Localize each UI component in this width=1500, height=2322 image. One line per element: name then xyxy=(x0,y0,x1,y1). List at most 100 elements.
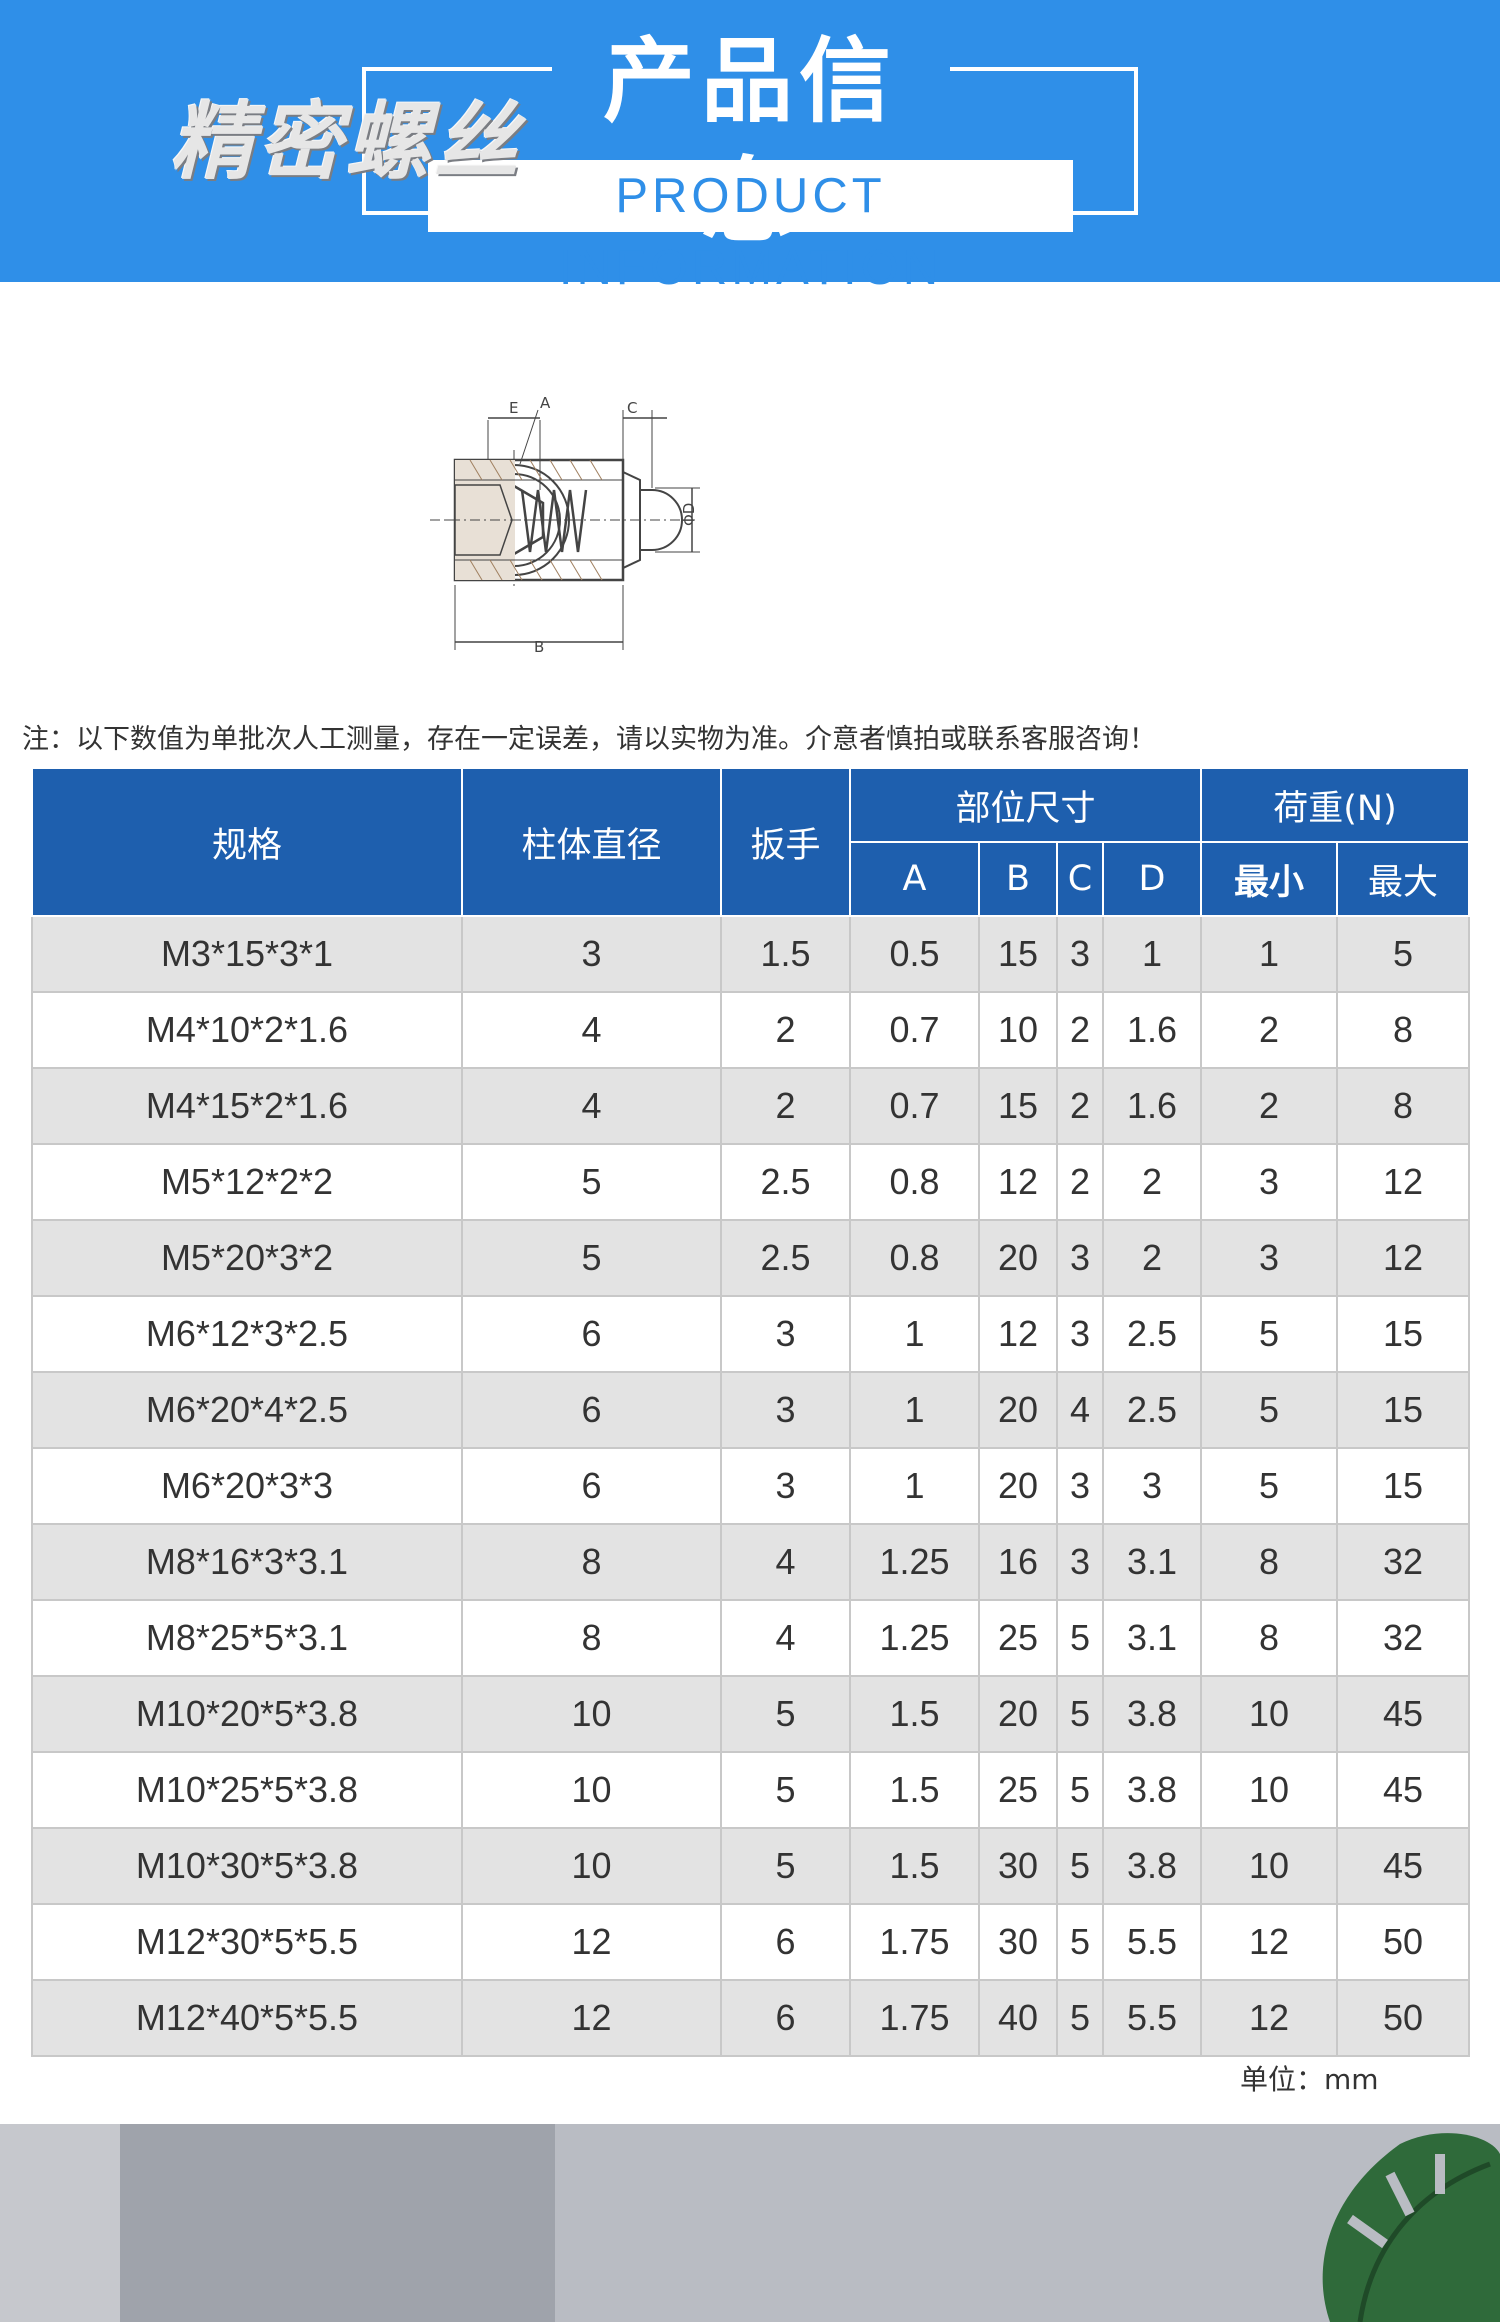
cell-spec: M10*20*5*3.8 xyxy=(31,1675,463,1753)
cell-wrench: 2.5 xyxy=(720,1219,851,1297)
cell-wrench: 4 xyxy=(720,1523,851,1601)
cell-spec: M12*30*5*5.5 xyxy=(31,1903,463,1981)
frame-line-top-left xyxy=(362,67,552,71)
cell-max: 45 xyxy=(1336,1675,1471,1753)
cell-b: 20 xyxy=(978,1371,1058,1449)
cell-min: 5 xyxy=(1200,1371,1339,1449)
cell-b: 25 xyxy=(978,1751,1058,1829)
label-a: A xyxy=(540,394,551,412)
unit-label: 单位：mm xyxy=(1240,2063,1379,2096)
cell-wrench: 3 xyxy=(720,1447,851,1525)
table-row: M3*15*3*1 3 1.5 0.5 15 3 1 1 5 xyxy=(31,915,1471,993)
cell-max: 5 xyxy=(1336,915,1471,993)
header-banner: 产品信息 PRODUCT INFORMATION xyxy=(0,0,1500,295)
cell-spec: M3*15*3*1 xyxy=(31,915,463,993)
cell-max: 32 xyxy=(1336,1523,1471,1601)
footer-title: 精密螺丝 xyxy=(170,93,523,191)
cell-b: 30 xyxy=(978,1903,1058,1981)
cell-d: 5.5 xyxy=(1101,1979,1203,2057)
table-row: M5*20*3*2 5 2.5 0.8 20 3 2 3 12 xyxy=(31,1219,1471,1297)
cell-wrench: 1.5 xyxy=(720,915,851,993)
cell-c: 5 xyxy=(1056,1827,1104,1905)
leaf-decoration xyxy=(1322,2133,1500,2322)
cell-spec: M10*25*5*3.8 xyxy=(31,1751,463,1829)
header-max: 最大 xyxy=(1336,841,1471,917)
header-diameter: 柱体直径 xyxy=(461,767,722,917)
cell-diameter: 10 xyxy=(461,1675,722,1753)
cell-max: 15 xyxy=(1336,1295,1471,1373)
cell-d: 3.8 xyxy=(1101,1675,1203,1753)
cell-wrench: 5 xyxy=(720,1827,851,1905)
table-row: M5*12*2*2 5 2.5 0.8 12 2 2 3 12 xyxy=(31,1143,1471,1221)
cell-d: 3.1 xyxy=(1101,1599,1203,1677)
cell-spec: M5*20*3*2 xyxy=(31,1219,463,1297)
cell-b: 20 xyxy=(978,1219,1058,1297)
cell-a: 0.8 xyxy=(849,1219,980,1297)
cell-d: 1.6 xyxy=(1101,1067,1203,1145)
cell-d: 3.1 xyxy=(1101,1523,1203,1601)
cell-wrench: 6 xyxy=(720,1979,851,2057)
cell-c: 2 xyxy=(1056,1143,1104,1221)
cell-wrench: 5 xyxy=(720,1751,851,1829)
cell-d: 5.5 xyxy=(1101,1903,1203,1981)
table-row: M4*10*2*1.6 4 2 0.7 10 2 1.6 2 8 xyxy=(31,991,1471,1069)
cell-diameter: 12 xyxy=(461,1903,722,1981)
table-row: M6*20*4*2.5 6 3 1 20 4 2.5 5 15 xyxy=(31,1371,1471,1449)
cell-d: 1 xyxy=(1101,915,1203,993)
cell-diameter: 3 xyxy=(461,915,722,993)
cell-diameter: 5 xyxy=(461,1219,722,1297)
cell-min: 3 xyxy=(1200,1219,1339,1297)
header-a: A xyxy=(849,841,980,917)
cell-diameter: 10 xyxy=(461,1827,722,1905)
page-subtitle: PRODUCT INFORMATION xyxy=(428,160,1073,295)
cell-max: 32 xyxy=(1336,1599,1471,1677)
cell-max: 12 xyxy=(1336,1219,1471,1297)
cell-min: 8 xyxy=(1200,1599,1339,1677)
cell-min: 12 xyxy=(1200,1903,1339,1981)
cell-wrench: 5 xyxy=(720,1675,851,1753)
cell-a: 0.5 xyxy=(849,915,980,993)
header-c: C xyxy=(1056,841,1104,917)
cell-min: 1 xyxy=(1200,915,1339,993)
spec-table-body: M3*15*3*1 3 1.5 0.5 15 3 1 1 5 M4*10*2*1.6 4 2 0.7 10… xyxy=(31,915,1471,2057)
table-row: M8*25*5*3.1 8 4 1.25 25 5 3.1 8 32 xyxy=(31,1599,1471,1677)
cell-min: 2 xyxy=(1200,1067,1339,1145)
cell-c: 3 xyxy=(1056,1219,1104,1297)
cell-min: 5 xyxy=(1200,1295,1339,1373)
cell-wrench: 4 xyxy=(720,1599,851,1677)
cell-a: 0.8 xyxy=(849,1143,980,1221)
table-row: M6*20*3*3 6 3 1 20 3 3 5 15 xyxy=(31,1447,1471,1525)
cell-max: 50 xyxy=(1336,1903,1471,1981)
cell-diameter: 5 xyxy=(461,1143,722,1221)
label-e: E xyxy=(509,399,518,417)
page-title: 产品信息 xyxy=(602,28,897,255)
header-wrench: 扳手 xyxy=(720,767,851,917)
cell-diameter: 6 xyxy=(461,1447,722,1525)
cell-c: 5 xyxy=(1056,1599,1104,1677)
footer-panel xyxy=(120,2124,555,2322)
cell-b: 20 xyxy=(978,1675,1058,1753)
cell-spec: M6*20*4*2.5 xyxy=(31,1371,463,1449)
label-c: C xyxy=(627,399,637,417)
cell-a: 1.5 xyxy=(849,1751,980,1829)
cell-c: 2 xyxy=(1056,1067,1104,1145)
table-row: M8*16*3*3.1 8 4 1.25 16 3 3.1 8 32 xyxy=(31,1523,1471,1601)
cell-wrench: 6 xyxy=(720,1903,851,1981)
cell-max: 12 xyxy=(1336,1143,1471,1221)
cell-max: 45 xyxy=(1336,1827,1471,1905)
cell-min: 10 xyxy=(1200,1751,1339,1829)
cell-a: 1.25 xyxy=(849,1599,980,1677)
cell-diameter: 4 xyxy=(461,1067,722,1145)
cell-spec: M6*12*3*2.5 xyxy=(31,1295,463,1373)
cell-a: 1.5 xyxy=(849,1675,980,1753)
footer-banner xyxy=(0,2124,1500,2322)
cell-spec: M8*16*3*3.1 xyxy=(31,1523,463,1601)
cell-d: 2.5 xyxy=(1101,1295,1203,1373)
label-b: B xyxy=(534,638,544,656)
cell-min: 10 xyxy=(1200,1827,1339,1905)
cell-diameter: 6 xyxy=(461,1371,722,1449)
cell-c: 5 xyxy=(1056,1751,1104,1829)
cell-min: 3 xyxy=(1200,1143,1339,1221)
cell-c: 2 xyxy=(1056,991,1104,1069)
cell-c: 5 xyxy=(1056,1979,1104,2057)
